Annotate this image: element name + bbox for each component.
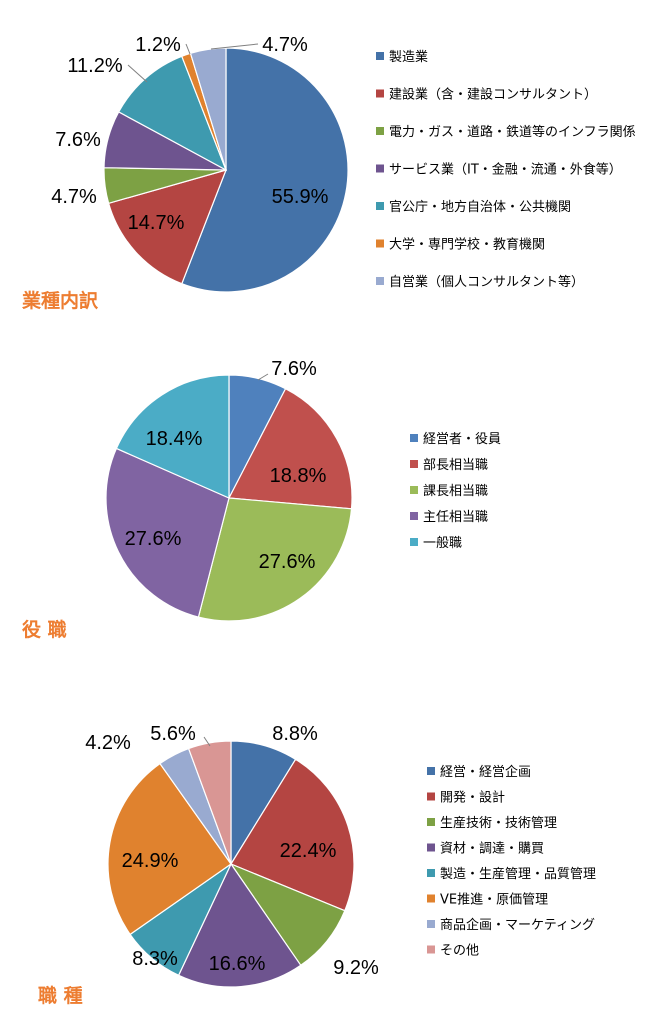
legend-entry: 電力・ガス・道路・鉄道等のインフラ関係 <box>389 124 636 140</box>
data-label: 8.3% <box>132 948 178 970</box>
leader-line <box>203 736 211 747</box>
data-label: 7.6% <box>55 129 101 151</box>
pie-slice <box>105 447 230 618</box>
legend-swatch <box>376 239 384 248</box>
pie-slice <box>181 47 349 293</box>
pie-slice <box>187 740 232 865</box>
legend-swatch <box>410 538 418 546</box>
pie-slice <box>107 762 232 936</box>
data-label: 24.9% <box>122 850 179 872</box>
data-label: 4.7% <box>51 186 97 208</box>
data-label: 8.8% <box>272 723 318 745</box>
data-label: 18.4% <box>146 428 203 450</box>
legend-swatch <box>427 920 435 928</box>
legend-entry: サービス業（IT・金融・流通・外食等） <box>389 162 622 178</box>
pie-slice <box>117 55 228 172</box>
pie-slice <box>228 387 353 510</box>
data-label: 7.6% <box>271 358 317 380</box>
legend-entry: 主任相当職 <box>423 510 488 525</box>
legend-entry: 建設業（含・建設コンサルタント） <box>389 87 597 103</box>
legend-swatch <box>410 512 418 520</box>
legend-entry: 部長相当職 <box>423 458 488 473</box>
legend-entry: VE推進・原価管理 <box>440 893 548 908</box>
data-label: 16.6% <box>209 953 266 975</box>
pie-slice <box>230 758 355 912</box>
data-label: 14.7% <box>128 212 185 234</box>
legend-entry: 生産技術・技術管理 <box>440 815 557 831</box>
leader-line <box>210 43 259 50</box>
legend-entry: 官公庁・地方自治体・公共機関 <box>389 199 571 215</box>
job-type-pie-chart: 8.8% 22.4% 9.2% 16.6% 8.3% 24.9% 4.2% 5.6% 経営・経営… <box>38 723 596 1007</box>
industry-pie-chart: 55.9% 14.7% 4.7% 7.6% 11.2% 1.2% 4.7% 製造業建設業（含・… <box>21 34 636 312</box>
position-pie-chart: 7.6% 18.8% 27.6% 27.6% 18.4% 経営者・役員部長相当職課長相当職… <box>22 358 501 641</box>
data-label: 4.7% <box>262 34 308 56</box>
legend-swatch <box>376 164 384 173</box>
legend-swatch <box>427 869 435 877</box>
legend-swatch <box>376 127 384 135</box>
legend-swatch <box>410 486 418 494</box>
legend-swatch <box>427 818 435 826</box>
legend-entry: 経営者・役員 <box>423 432 501 447</box>
legend-entry: 商品企画・マーケティング <box>440 917 595 933</box>
legend-entry: 経営・経営企画 <box>440 764 531 780</box>
legend-entry: 製造業 <box>389 49 428 65</box>
legend-swatch <box>427 792 435 801</box>
legend-entry: 大学・専門学校・教育機関 <box>389 237 545 253</box>
legend-swatch <box>410 460 418 468</box>
leader-line <box>257 373 269 381</box>
legend-entry: 自営業（個人コンサルタント等） <box>389 274 584 290</box>
data-label: 55.9% <box>272 186 329 208</box>
data-label: 22.4% <box>280 840 337 862</box>
pie-slice <box>177 862 302 988</box>
legend-entry: 開発・設計 <box>440 790 505 806</box>
legend-swatch <box>427 945 435 954</box>
data-label: 11.2% <box>67 55 122 77</box>
data-label: 5.6% <box>150 723 196 745</box>
legend-swatch <box>427 767 435 775</box>
data-label: 27.6% <box>125 528 182 550</box>
data-label: 9.2% <box>333 957 379 979</box>
legend-swatch <box>376 89 384 98</box>
pie-slice <box>189 47 227 171</box>
data-label: 1.2% <box>135 34 181 56</box>
legend-swatch <box>427 894 435 903</box>
pie-slice <box>197 497 353 622</box>
legend-swatch <box>410 434 418 442</box>
legend-swatch <box>427 843 435 852</box>
legend-swatch <box>376 277 384 285</box>
data-label: 27.6% <box>259 551 316 573</box>
legend-entry: 製造・生産管理・品質管理 <box>440 866 596 882</box>
pie-slice <box>115 374 230 499</box>
chart-title: 業種内訳 <box>21 289 99 312</box>
chart-title: 役 職 <box>22 618 67 641</box>
legend-entry: その他 <box>440 944 479 959</box>
legend-entry: 資材・調達・購買 <box>440 842 544 857</box>
legend-entry: 一般職 <box>423 535 462 551</box>
legend-swatch <box>376 52 384 60</box>
data-label: 4.2% <box>85 732 131 754</box>
legend-swatch <box>376 202 384 210</box>
pie-slice <box>107 169 227 285</box>
chart-title: 職 種 <box>38 984 83 1007</box>
leader-line <box>185 43 191 55</box>
legend-entry: 課長相当職 <box>423 483 488 499</box>
leader-line <box>127 64 148 83</box>
data-label: 18.8% <box>270 465 327 487</box>
